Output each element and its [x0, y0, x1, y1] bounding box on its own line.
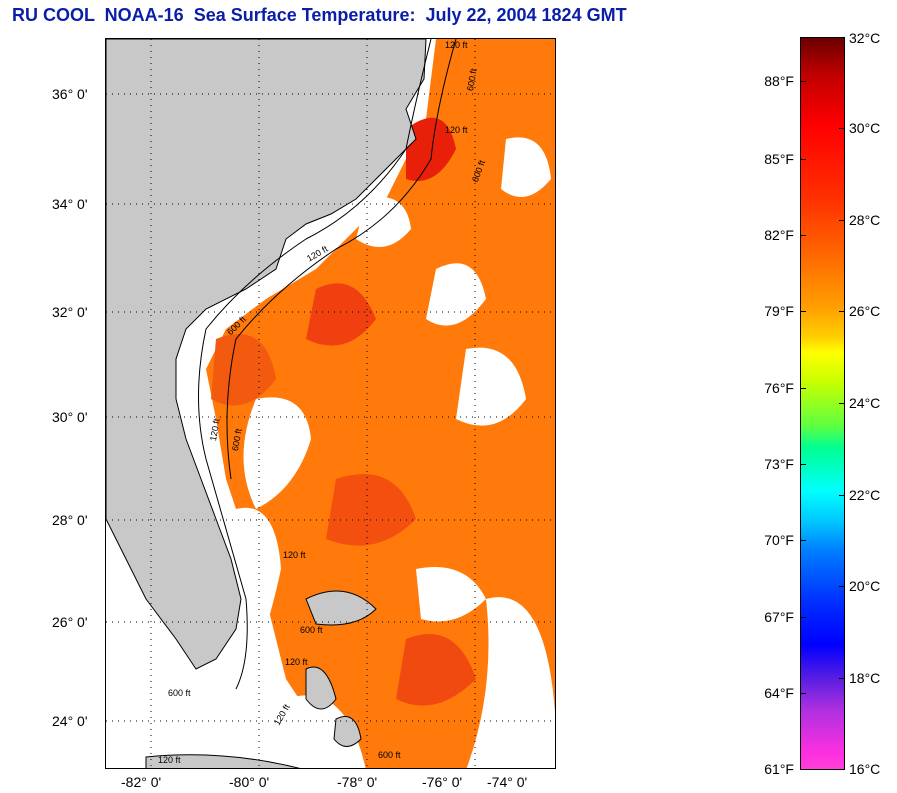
- colorbar-c-label: 20°C: [849, 578, 881, 594]
- cloud-mask: [232, 507, 281, 679]
- contour-label: 120 ft: [445, 125, 468, 135]
- colorbar-f-label: 70°F: [764, 532, 794, 548]
- map-title: RU COOL NOAA-16 Sea Surface Temperature:…: [12, 5, 627, 25]
- colorbar-c-label: 16°C: [849, 761, 881, 777]
- colorbar-tick: [839, 678, 845, 679]
- sst-hot-patch: [406, 117, 456, 181]
- lat-label: 36° 0': [52, 86, 88, 102]
- lon-label: -78° 0': [337, 774, 378, 790]
- colorbar-c-label: 28°C: [849, 212, 881, 228]
- us-landmass: [106, 39, 427, 670]
- cloud-mask: [416, 567, 486, 622]
- colorbar-c-label: 30°C: [849, 120, 881, 136]
- contour-label: 600 ft: [378, 750, 401, 760]
- lat-label: 32° 0': [52, 304, 88, 320]
- colorbar-c-label: 24°C: [849, 395, 881, 411]
- lat-label: 30° 0': [52, 409, 88, 425]
- colorbar-f-label: 73°F: [764, 456, 794, 472]
- cloud-mask: [466, 597, 555, 768]
- cuba-outline: [145, 754, 301, 768]
- lat-label: 34° 0': [52, 196, 88, 212]
- colorbar-c-label: 26°C: [849, 303, 881, 319]
- contour-label: 120 ft: [285, 657, 308, 667]
- colorbar-f-label: 85°F: [764, 151, 794, 167]
- sst-hot-patch: [306, 283, 376, 346]
- colorbar-tick: [839, 495, 845, 496]
- sst-hot-patch: [396, 634, 476, 706]
- colorbar-tick: [839, 220, 845, 221]
- sst-hot-patch: [211, 334, 276, 406]
- colorbar-tick: [800, 235, 806, 236]
- colorbar-tick: [800, 464, 806, 465]
- colorbar-tick: [800, 388, 806, 389]
- contour-label: 120 ft: [283, 550, 306, 560]
- colorbar-f-label: 88°F: [764, 73, 794, 89]
- lat-label: 28° 0': [52, 512, 88, 528]
- cloud-mask: [281, 695, 366, 768]
- colorbar-c-label: 32°C: [849, 30, 881, 46]
- contour-120ft: [198, 39, 432, 690]
- colorbar-f-label: 76°F: [764, 380, 794, 396]
- colorbar-tick: [800, 617, 806, 618]
- lat-label: 26° 0': [52, 614, 88, 630]
- lon-label: -82° 0': [121, 774, 162, 790]
- colorbar-f-label: 64°F: [764, 685, 794, 701]
- colorbar-tick: [839, 128, 845, 129]
- sst-hot-patch: [326, 474, 416, 546]
- colorbar-tick: [839, 586, 845, 587]
- colorbar-c-label: 18°C: [849, 670, 881, 686]
- colorbar-tick: [800, 311, 806, 312]
- cloud-mask: [456, 347, 526, 426]
- colorbar-f-label: 67°F: [764, 609, 794, 625]
- lon-label: -80° 0': [229, 774, 270, 790]
- colorbar-tick: [839, 311, 845, 312]
- contour-label: 600 ft: [300, 625, 323, 635]
- bahamas-outline: [333, 716, 362, 747]
- colorbar-tick: [839, 403, 845, 404]
- colorbar-tick: [800, 81, 806, 82]
- colorbar-tick: [800, 159, 806, 160]
- lon-label: -74° 0': [487, 774, 528, 790]
- bahamas-outline: [305, 590, 377, 626]
- colorbar-f-label: 61°F: [764, 761, 794, 777]
- cloud-mask: [426, 263, 486, 326]
- colorbar-tick: [800, 693, 806, 694]
- contour-label: 120 ft: [158, 755, 181, 765]
- colorbar-f-label: 82°F: [764, 227, 794, 243]
- colorbar-f-label: 79°F: [764, 303, 794, 319]
- contour-600ft: [226, 39, 457, 480]
- cloud-mask: [501, 137, 551, 197]
- contour-label: 600 ft: [168, 688, 191, 698]
- contour-label: 120 ft: [445, 40, 468, 50]
- bahamas-outline: [305, 666, 337, 710]
- lon-label: -76° 0': [422, 774, 463, 790]
- sst-map: [105, 38, 556, 769]
- sst-map-canvas: [106, 39, 555, 768]
- lat-label: 24° 0': [52, 713, 88, 729]
- cloud-mask: [243, 397, 311, 509]
- cloud-mask: [356, 197, 411, 247]
- colorbar-tick: [800, 540, 806, 541]
- colorbar-c-label: 22°C: [849, 487, 881, 503]
